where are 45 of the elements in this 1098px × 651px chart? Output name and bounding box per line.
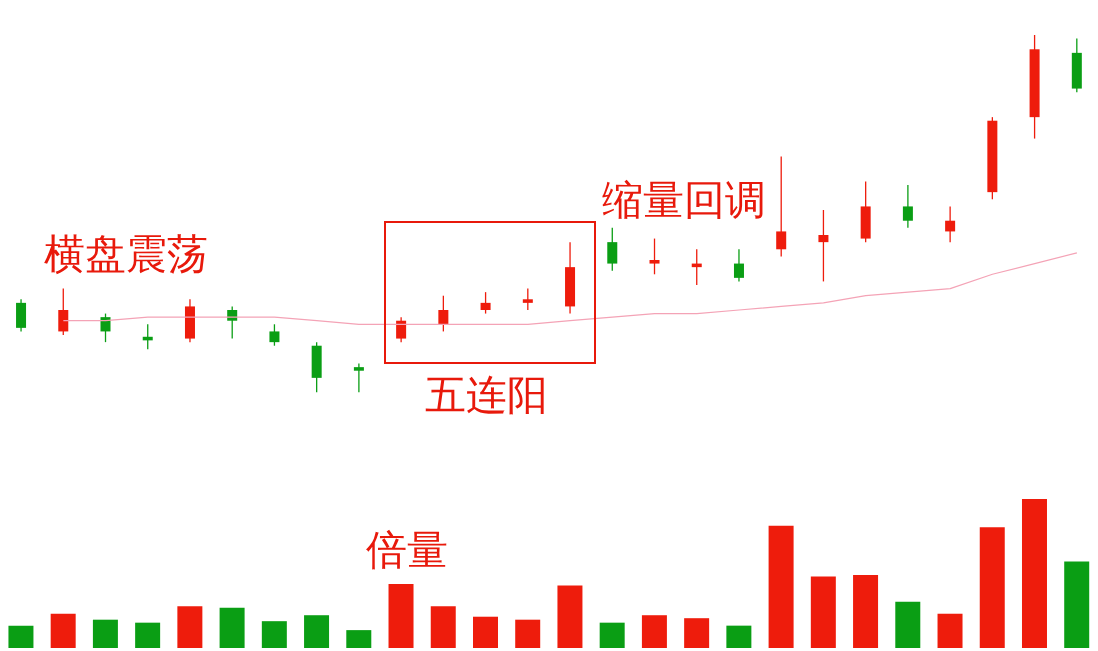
bar — [472, 616, 498, 648]
candlestick — [353, 362, 364, 393]
bar — [853, 574, 879, 648]
bar — [92, 619, 118, 648]
candlestick — [58, 287, 69, 336]
annotation: 横盘震荡 — [44, 230, 208, 278]
candlestick — [522, 287, 533, 311]
bar — [895, 601, 921, 648]
candlestick — [100, 312, 111, 343]
candlestick — [607, 227, 618, 272]
bar — [768, 525, 794, 648]
bar — [1021, 499, 1047, 648]
bar — [810, 576, 836, 648]
bar — [388, 583, 414, 648]
candlestick — [649, 237, 660, 275]
bar — [430, 606, 456, 648]
bar — [219, 607, 245, 648]
annotation: 缩量回调 — [602, 176, 766, 224]
bar — [937, 613, 963, 648]
candlestick — [902, 184, 913, 229]
bar — [8, 625, 34, 648]
bar — [346, 630, 372, 648]
candlestick — [733, 248, 744, 283]
candlestick — [776, 155, 787, 258]
candlestick — [818, 209, 829, 283]
bar — [726, 625, 752, 648]
bar — [684, 618, 710, 648]
bar — [1064, 561, 1090, 648]
candlestick — [945, 205, 956, 243]
candlestick — [269, 323, 280, 347]
candlestick — [438, 295, 449, 333]
bar — [599, 622, 625, 648]
annotation: 五连阳 — [425, 371, 548, 419]
bar — [50, 613, 76, 648]
candlestick — [480, 291, 491, 315]
bar — [304, 615, 330, 648]
bar — [557, 585, 583, 648]
candlestick — [396, 316, 407, 343]
bar — [641, 615, 667, 648]
bar — [515, 619, 541, 648]
annotation: 倍量 — [366, 526, 448, 574]
bar — [177, 606, 203, 648]
bar — [261, 621, 287, 648]
bar — [135, 622, 161, 648]
bar — [979, 527, 1005, 648]
